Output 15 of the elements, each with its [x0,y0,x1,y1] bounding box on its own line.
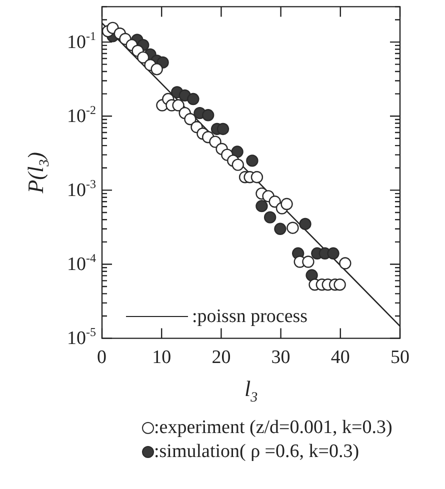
x-tick-label: 30 [271,347,290,368]
y-tick-label: 10$^{-5}$ [67,324,96,349]
x-tick-label: 40 [330,347,350,368]
y-tick-label: 10$^{-3}$ [67,176,96,201]
legend-label: :simulation( ρ =0.6, k=0.3) [154,441,360,462]
x-tick-label: 0 [97,347,106,368]
legend-label: :experiment (z/d=0.001, k=0.3) [154,417,392,438]
x-tick-label: 50 [390,347,410,368]
legend-label: :poissn process [192,306,308,327]
x-tick-label: 20 [212,347,231,368]
y-tick-label: 10$^{-1}$ [67,28,96,53]
x-axis-title: l$_{3}$ [244,376,258,406]
y-tick-label: 10$^{-4}$ [67,250,96,275]
x-tick-label: 10 [152,347,172,368]
y-tick-label: 10$^{-2}$ [67,102,96,127]
